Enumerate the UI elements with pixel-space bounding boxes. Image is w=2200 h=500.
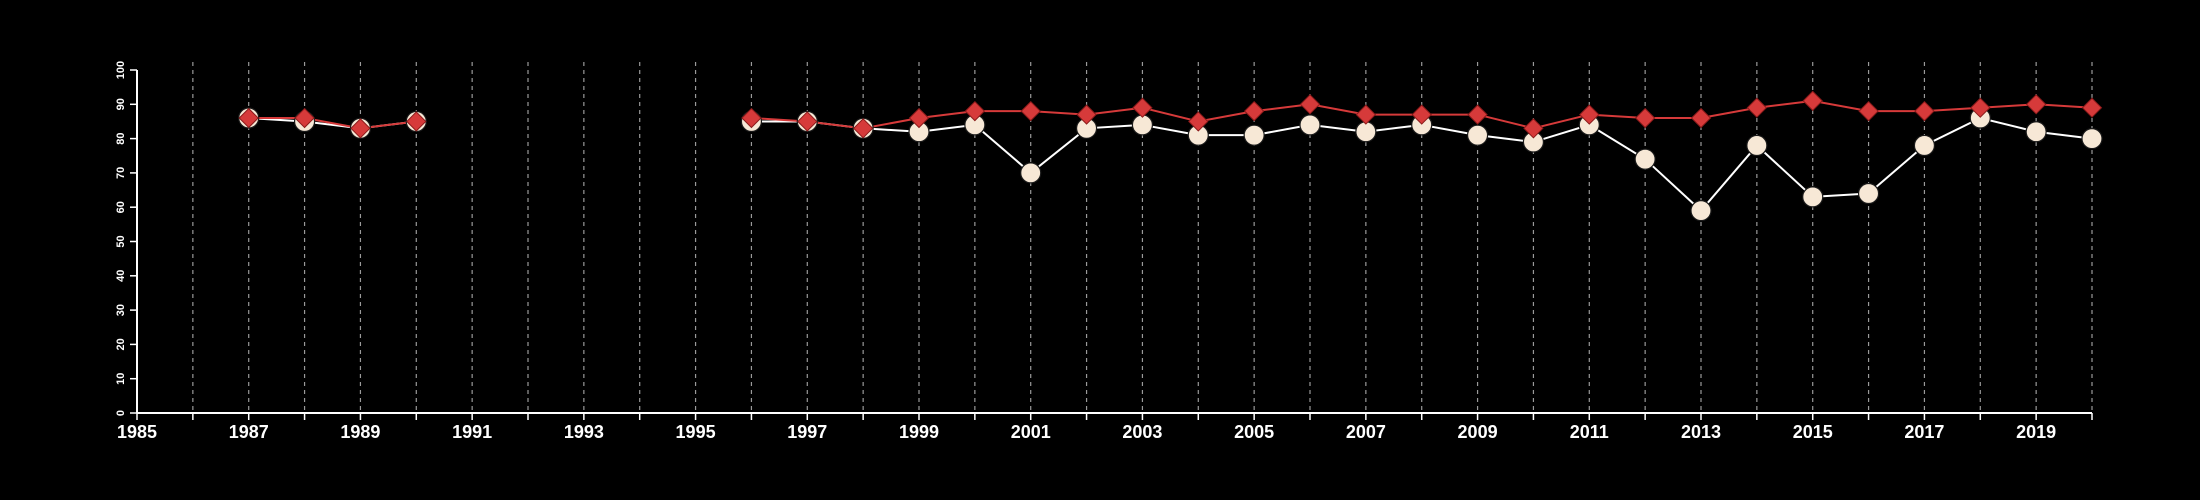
x-tick-label: 1997 [787,422,827,442]
x-tick-label: 2015 [1793,422,1833,442]
series-1-point-2006 [1299,114,1321,136]
series-2-point-2011 [1579,104,1600,125]
series-2-point-2019 [2025,94,2047,115]
series-2-point-2018 [1970,97,1991,118]
series-2-point-2000 [964,100,986,122]
x-tick-label: 1989 [340,422,380,442]
y-tick-label: 20 [115,338,127,350]
y-tick-label: 40 [115,270,127,282]
series-2-point-1988 [294,107,315,129]
x-tick-label: 2003 [1122,422,1162,442]
series-2-point-2007 [1355,104,1377,125]
x-tick-label: 2017 [1904,422,1944,442]
x-tick-label: 2019 [2016,422,2056,442]
y-tick-label: 70 [115,167,127,179]
series-2-point-2009 [1467,104,1488,125]
series-2-point-2013 [1690,107,1712,129]
x-tick-label: 2009 [1458,422,1498,442]
series-2-point-1990 [406,111,427,132]
series-1-point-2009 [1466,124,1489,146]
y-tick-label: 30 [115,304,127,316]
series-1-point-2014 [1746,134,1768,157]
series-2-point-2008 [1411,104,1432,125]
series-2-point-1999 [908,107,930,129]
series-2-line-segment-1 [248,117,417,130]
x-tick-label: 1999 [899,422,939,442]
series-2-point-2016 [1858,100,1879,122]
series-2-point-2017 [1914,100,1935,122]
y-tick-label: 80 [115,132,127,144]
series-layer [238,90,2103,222]
y-tick-label: 0 [115,410,127,416]
series-1-point-2020 [2081,128,2103,150]
x-tick-label: 2011 [1570,422,1609,442]
x-tick-label: 1995 [676,422,716,442]
series-1-point-2013 [1690,200,1712,222]
series-1-point-2019 [2025,121,2047,143]
x-tick-label: 1985 [117,422,157,442]
series-2-point-1987 [238,107,259,129]
series-2-point-2002 [1076,104,1097,125]
series-1-point-2005 [1243,124,1265,146]
x-tick-label: 2007 [1346,422,1386,442]
series-1-point-2016 [1857,182,1880,205]
series-1-point-2015 [1802,186,1824,208]
y-tick-label: 100 [115,61,127,79]
y-tick-label: 90 [115,98,127,110]
series-2-point-1998 [852,118,874,139]
y-tick-label: 50 [115,235,127,247]
series-1-point-2012 [1634,148,1656,170]
series-2-point-2012 [1634,107,1656,129]
x-tick-label: 1987 [229,422,269,442]
axes: 0 10 20 30 40 50 60 70 80 90 100 1985 1987 1989 1991 19… [115,61,2093,442]
x-tick-label: 2005 [1234,422,1274,442]
series-2-point-1997 [797,111,818,132]
x-tick-label: 1991 [452,422,492,442]
series-2-point-2003 [1132,97,1153,118]
series-2-point-2015 [1802,90,1823,112]
x-tick-label: 2001 [1011,422,1051,442]
series-2-point-2010 [1523,118,1544,139]
series-2-point-2020 [2081,97,2103,118]
series-2-point-2001 [1020,100,1041,122]
series-2-point-1996 [741,107,762,129]
x-tick-label: 1993 [564,422,604,442]
y-tick-label: 60 [115,201,127,213]
series-2-point-2004 [1188,111,1209,132]
y-tick-label: 10 [115,373,127,385]
series-1-point-2001 [1020,162,1042,184]
series-2-point-2006 [1299,94,1321,115]
series-1-point-2017 [1913,134,1936,157]
series-2-point-2005 [1243,100,1265,122]
x-tick-label: 2013 [1681,422,1721,442]
series-2-point-2014 [1746,97,1768,118]
series-2-point-1989 [350,118,371,139]
